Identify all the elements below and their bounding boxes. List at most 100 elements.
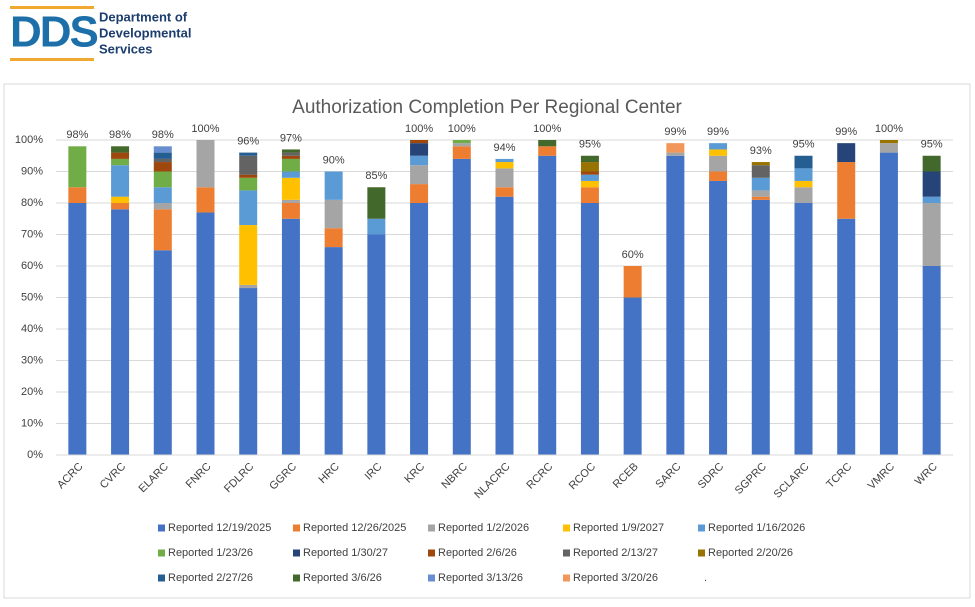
legend-swatch xyxy=(698,524,705,532)
legend-swatch xyxy=(293,524,300,532)
total-label: 95% xyxy=(579,139,601,151)
legend-label: Reported 1/30/27 xyxy=(303,547,388,559)
legend-swatch xyxy=(158,574,165,582)
bar-segment xyxy=(794,155,813,169)
legend-swatch xyxy=(428,524,435,532)
bar-segment xyxy=(452,140,471,144)
y-tick-label: 100% xyxy=(15,134,43,146)
bar-segment xyxy=(751,196,770,200)
bar-segment xyxy=(495,196,514,455)
bar-segment xyxy=(367,234,386,455)
bar-segment xyxy=(495,168,514,188)
legend-label: Reported 1/23/26 xyxy=(168,547,253,559)
bar-segment xyxy=(538,146,557,156)
org-name: Services xyxy=(99,41,153,56)
total-label: 99% xyxy=(664,126,686,138)
bar-segment xyxy=(111,203,130,210)
total-label: 99% xyxy=(835,126,857,138)
bar-segment xyxy=(324,171,343,200)
bar-segment xyxy=(709,143,728,150)
bar-segment xyxy=(239,225,258,285)
bar-segment xyxy=(709,180,728,455)
total-label: 95% xyxy=(921,139,943,151)
bar-segment xyxy=(922,155,941,172)
bar-segment xyxy=(410,143,429,156)
legend-label: Reported 1/16/2026 xyxy=(708,522,805,534)
y-tick-label: 70% xyxy=(21,228,43,240)
bar-segment xyxy=(153,209,172,251)
total-label: 94% xyxy=(493,142,515,154)
chart-title: Authorization Completion Per Regional Ce… xyxy=(292,97,682,118)
bar-segment xyxy=(538,140,557,147)
bar-segment xyxy=(495,187,514,197)
bar-segment xyxy=(281,155,300,159)
bar-segment xyxy=(623,266,642,298)
bar-segment xyxy=(922,203,941,266)
y-tick-label: 40% xyxy=(21,323,43,335)
bar-segment xyxy=(111,209,130,455)
bar-segment xyxy=(281,199,300,203)
org-name: Developmental xyxy=(99,25,191,40)
bar-segment xyxy=(281,149,300,153)
bar-segment xyxy=(281,158,300,172)
y-tick-label: 80% xyxy=(21,197,43,209)
bar-segment xyxy=(837,143,856,163)
legend-swatch xyxy=(563,549,570,557)
bar-segment xyxy=(495,158,514,163)
bar-segment xyxy=(922,266,941,455)
bar-segment xyxy=(281,203,300,219)
total-label: 98% xyxy=(66,129,88,141)
bar-segment xyxy=(794,203,813,455)
legend-label: Reported 3/20/26 xyxy=(573,572,658,584)
bar-segment xyxy=(709,171,728,181)
legend-label: Reported 12/26/2025 xyxy=(303,522,406,534)
bar-segment xyxy=(666,155,685,455)
bar-segment xyxy=(794,180,813,188)
legend-swatch xyxy=(293,549,300,557)
legend-swatch xyxy=(428,549,435,557)
bar-segment xyxy=(751,190,770,197)
legend-label: Reported 3/13/26 xyxy=(438,572,523,584)
bar-segment xyxy=(68,187,87,203)
bar-segment xyxy=(666,143,685,153)
legend-label: Reported 2/13/27 xyxy=(573,547,658,559)
bar-segment xyxy=(367,187,386,219)
legend-swatch xyxy=(293,574,300,582)
legend-label: Reported 2/27/26 xyxy=(168,572,253,584)
bar-segment xyxy=(153,162,172,172)
bar-segment xyxy=(111,152,130,159)
bar-segment xyxy=(111,196,130,203)
bar-segment xyxy=(111,146,130,153)
bar-segment xyxy=(153,171,172,188)
y-tick-label: 90% xyxy=(21,165,43,177)
legend-label: Reported 2/20/26 xyxy=(708,547,793,559)
bar-segment xyxy=(751,177,770,191)
y-tick-label: 60% xyxy=(21,260,43,272)
bar-segment xyxy=(153,146,172,153)
legend-label: Reported 1/2/2026 xyxy=(438,522,529,534)
logo: DDS Department of Developmental Services xyxy=(10,6,191,61)
logo-bar xyxy=(10,6,94,9)
bar-segment xyxy=(324,247,343,455)
org-name: Department of xyxy=(99,9,188,24)
bar-segment xyxy=(324,199,343,229)
bar-segment xyxy=(410,165,429,185)
bar-segment xyxy=(410,184,429,203)
bar-segment xyxy=(196,187,215,213)
bar-segment xyxy=(495,162,514,169)
bar-segment xyxy=(68,203,87,455)
y-tick-label: 10% xyxy=(21,417,43,429)
bar-segment xyxy=(666,152,685,156)
total-label: 100% xyxy=(405,123,433,135)
bar-segment xyxy=(196,212,215,455)
logo-bar xyxy=(10,58,94,61)
bar-segment xyxy=(68,146,87,188)
bar-segment xyxy=(452,146,471,159)
legend-swatch xyxy=(698,549,705,557)
bar-segment xyxy=(709,155,728,172)
total-label: 95% xyxy=(792,139,814,151)
bar-segment xyxy=(879,140,898,144)
bar-segment xyxy=(580,171,599,175)
bar-segment xyxy=(111,158,130,166)
bar-segment xyxy=(580,174,599,181)
